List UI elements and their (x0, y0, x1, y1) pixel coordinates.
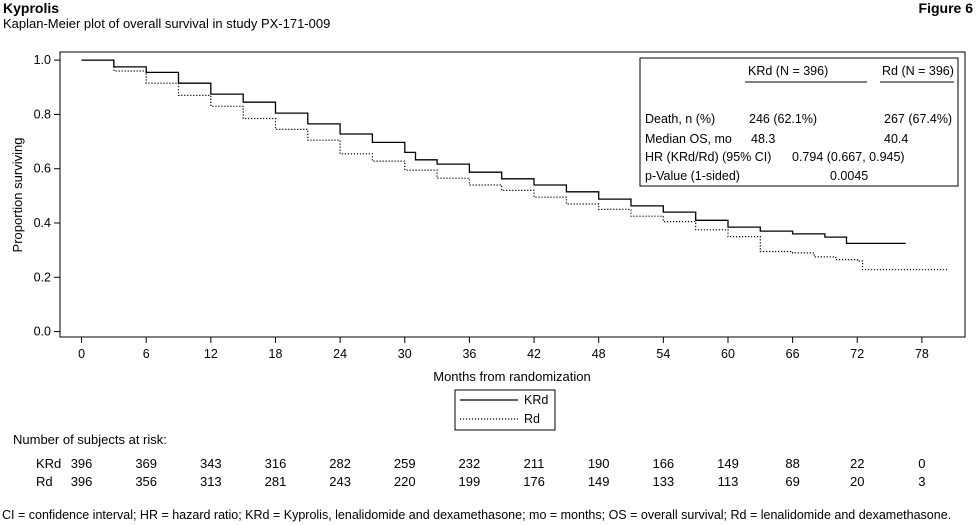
x-tick-label: 18 (269, 347, 283, 361)
risk-count: 259 (393, 456, 416, 471)
risk-count: 356 (135, 474, 158, 489)
risk-count: 369 (135, 456, 158, 471)
stats-col-rd: Rd (N = 396) (882, 64, 954, 78)
risk-count: 113 (717, 474, 739, 489)
y-tick-label: 0.0 (34, 325, 51, 339)
risk-count: 149 (587, 474, 610, 489)
risk-count: 396 (70, 456, 93, 471)
risk-count: 0 (918, 456, 926, 471)
risk-row-label: KRd (36, 456, 62, 471)
y-tick-label: 0.8 (34, 107, 51, 121)
stats-row-label: p-Value (1-sided) (645, 169, 740, 183)
risk-count: 88 (785, 456, 800, 471)
risk-count: 313 (199, 474, 222, 489)
risk-table-title: Number of subjects at risk: (13, 432, 167, 447)
risk-count: 69 (785, 474, 800, 489)
x-tick-label: 12 (204, 347, 218, 361)
brand-title: Kyprolis (3, 0, 60, 16)
risk-count: 281 (264, 474, 287, 489)
stats-row-label: HR (KRd/Rd) (95% CI) (645, 150, 771, 164)
legend: KRd Rd (454, 389, 556, 431)
figure-label: Figure 6 (918, 0, 973, 16)
risk-count: 396 (70, 474, 93, 489)
risk-row-label: Rd (36, 474, 53, 489)
risk-count: 211 (523, 456, 545, 471)
risk-count: 343 (199, 456, 222, 471)
x-tick-label: 30 (398, 347, 412, 361)
risk-count: 282 (329, 456, 351, 471)
y-tick-label: 0.2 (34, 270, 51, 284)
stats-value: 40.4 (884, 132, 908, 146)
stats-value: 48.3 (751, 132, 775, 146)
legend-label-krd: KRd (524, 393, 548, 407)
x-tick-label: 42 (527, 347, 541, 361)
x-tick-label: 0 (78, 347, 85, 361)
x-tick-label: 54 (656, 347, 670, 361)
stats-value: 0.794 (0.667, 0.945) (792, 150, 905, 164)
survival-curve-rd (81, 59, 949, 271)
legend-label-rd: Rd (524, 412, 540, 426)
risk-count: 199 (458, 474, 481, 489)
x-tick-label: 60 (721, 347, 735, 361)
stats-col-krd: KRd (N = 396) (748, 64, 828, 78)
risk-count: 232 (458, 456, 481, 471)
risk-count: 149 (717, 456, 739, 471)
chart-subtitle: Kaplan-Meier plot of overall survival in… (3, 16, 331, 31)
y-tick-label: 0.6 (34, 162, 51, 176)
stats-row-label: Median OS, mo (645, 132, 732, 146)
x-tick-label: 6 (143, 347, 150, 361)
footnote: CI = confidence interval; HR = hazard ra… (2, 508, 952, 522)
risk-count: 316 (264, 456, 287, 471)
risk-count: 220 (393, 474, 416, 489)
x-tick-label: 72 (850, 347, 864, 361)
y-axis-label: Proportion surviving (10, 138, 25, 253)
risk-count: 190 (587, 456, 610, 471)
survival-curve-krd (81, 59, 906, 245)
risk-count: 133 (652, 474, 675, 489)
stats-value: 267 (67.4%) (884, 112, 952, 126)
stats-value: 246 (62.1%) (749, 112, 817, 126)
x-tick-label: 48 (592, 347, 606, 361)
stats-row-label: Death, n (%) (645, 112, 715, 126)
risk-count: 176 (523, 474, 545, 489)
x-tick-label: 78 (915, 347, 929, 361)
risk-count: 20 (850, 474, 865, 489)
risk-count: 3 (918, 474, 926, 489)
km-plot: 0.0 0.2 0.4 0.6 0.8 1.0 0 6 12 18 24 30 36 42 48 54 60 6… (10, 51, 966, 431)
x-tick-label: 24 (333, 347, 347, 361)
risk-count: 166 (652, 456, 675, 471)
y-tick-label: 1.0 (34, 53, 51, 67)
stats-value: 0.0045 (830, 169, 868, 183)
risk-count: 22 (850, 456, 865, 471)
x-tick-label: 36 (462, 347, 476, 361)
plot-frame (59, 51, 966, 338)
stats-box: KRd (N = 396) Rd (N = 396) Death, n (%) … (639, 57, 959, 187)
y-tick-label: 0.4 (34, 216, 51, 230)
x-axis-label: Months from randomization (433, 369, 591, 384)
x-tick-label: 66 (786, 347, 800, 361)
risk-count: 243 (329, 474, 351, 489)
